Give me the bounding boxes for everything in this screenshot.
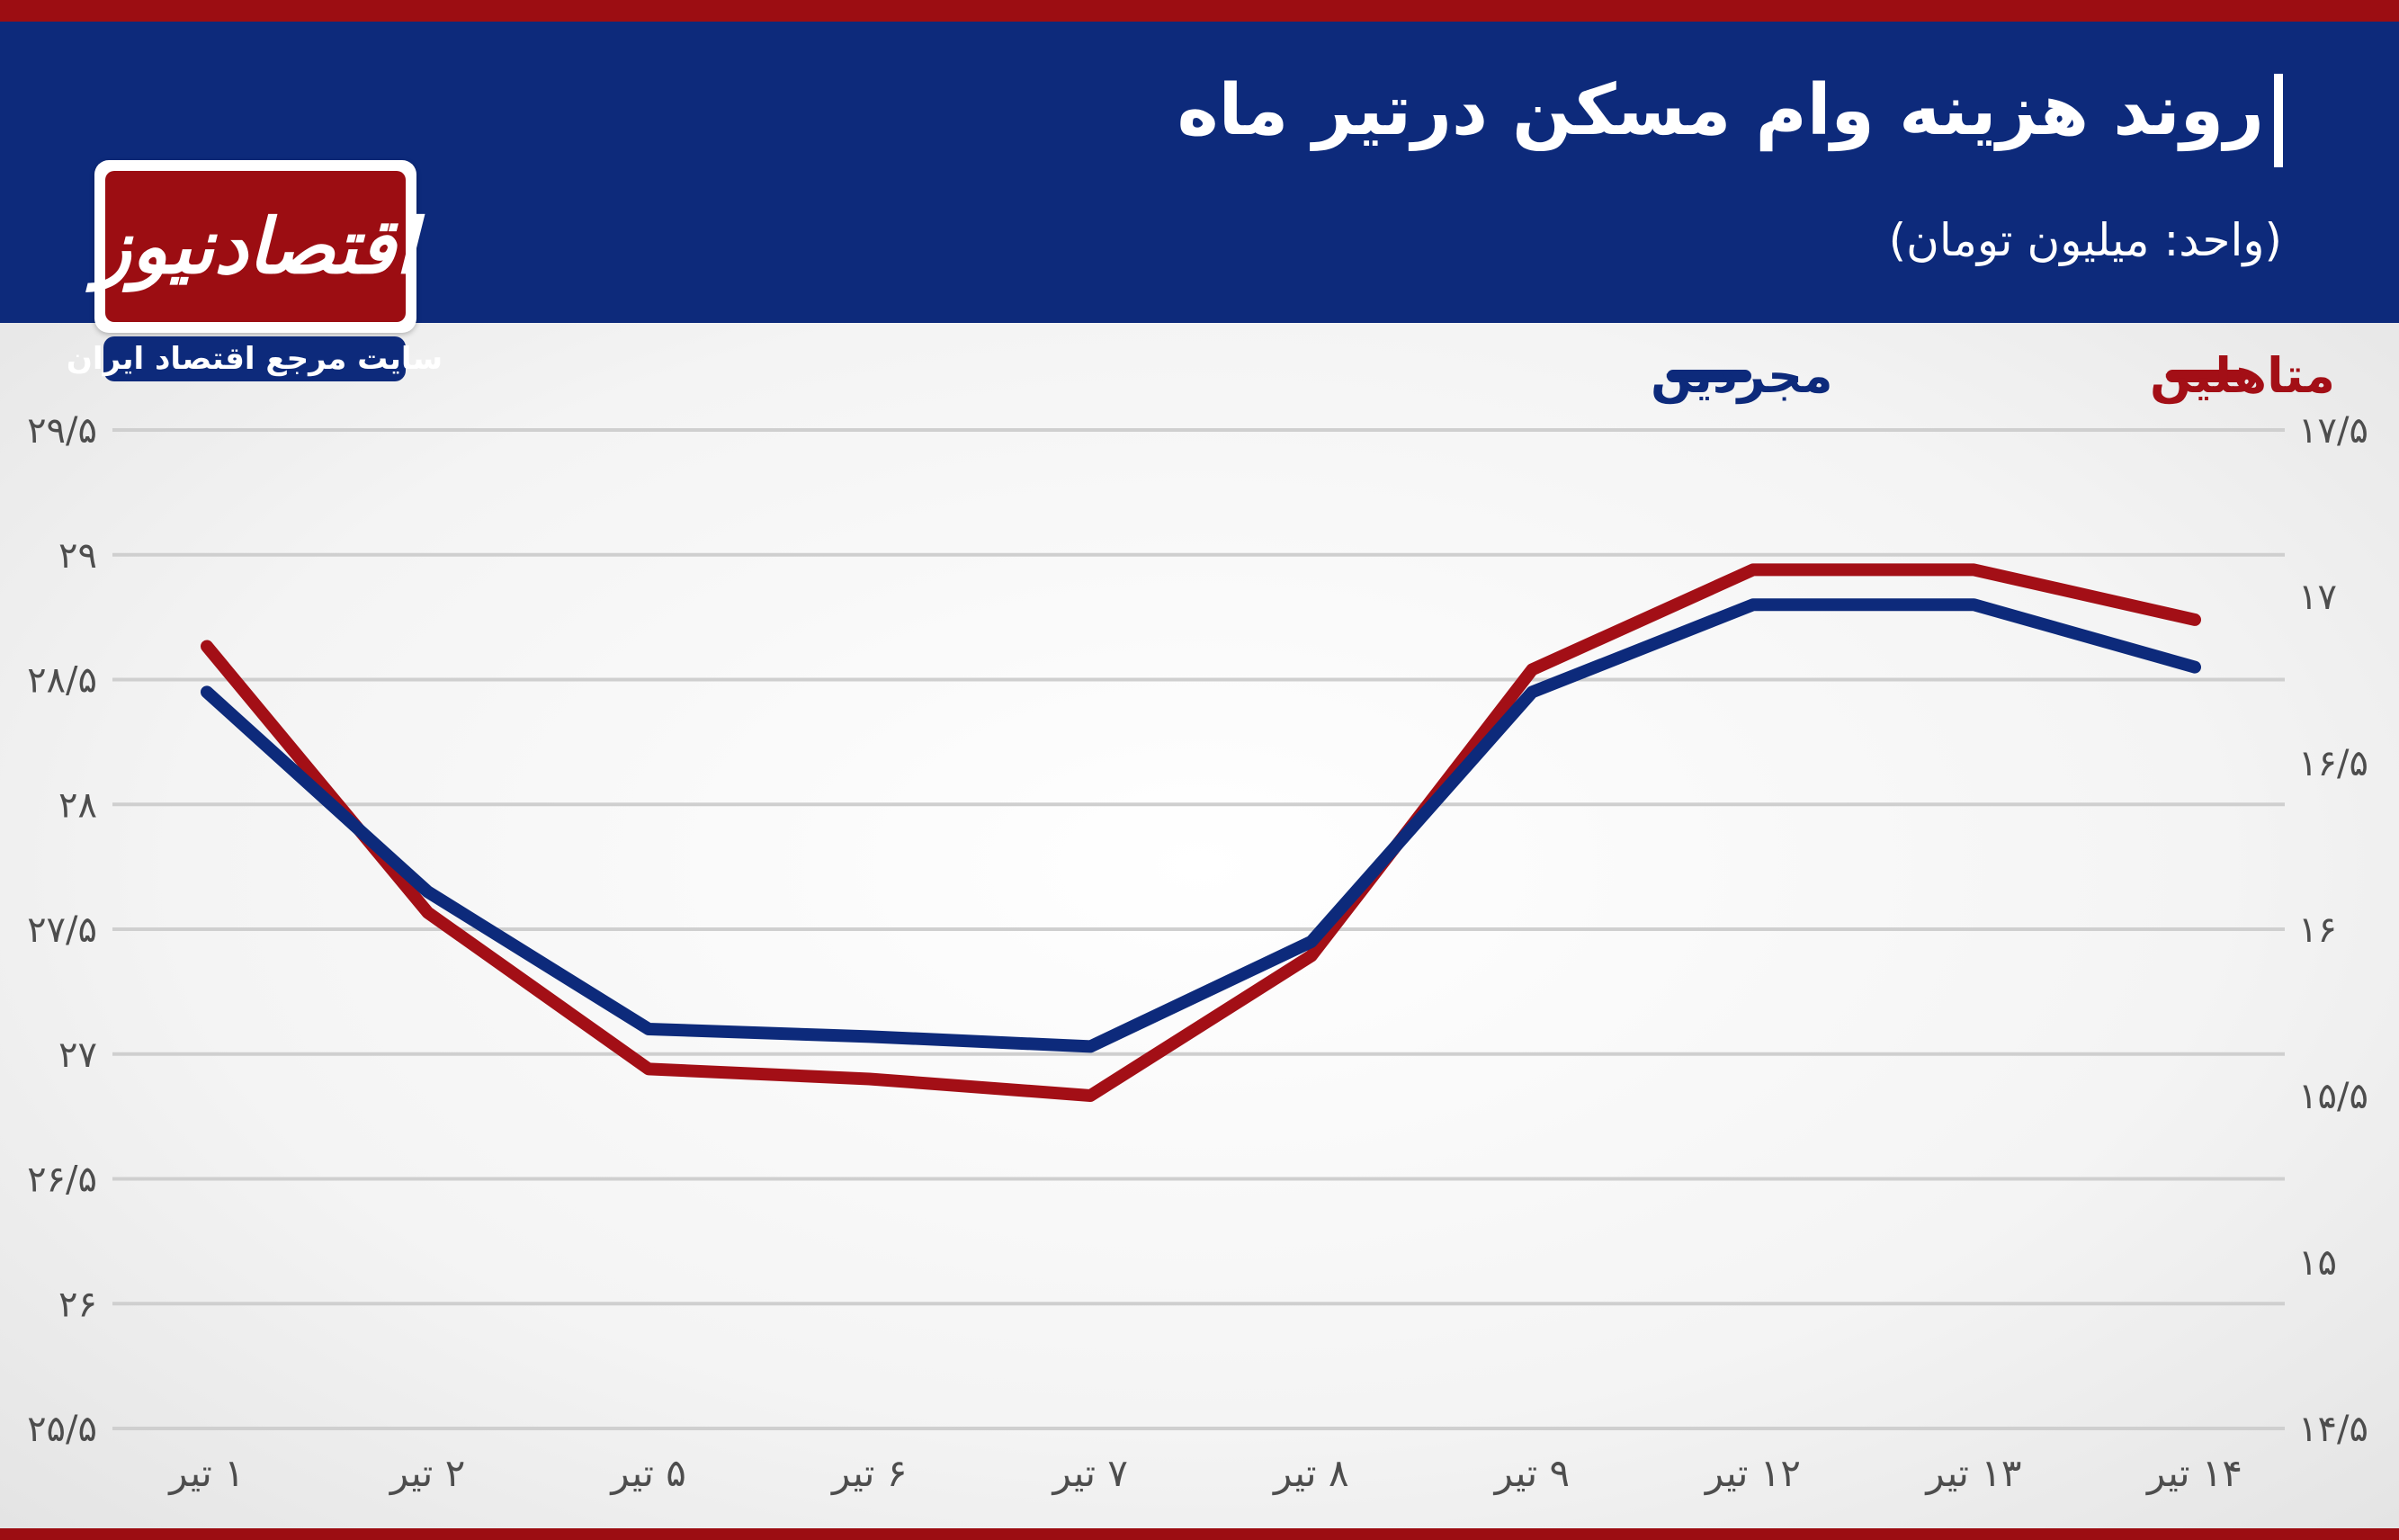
y-right-tick-label: ۱۷ [2298, 577, 2337, 618]
y-left-tick-label: ۲۸ [58, 784, 97, 826]
y-right-tick-label: ۱۴/۵ [2298, 1409, 2368, 1450]
y-right-tick-label: ۱۵ [2298, 1242, 2337, 1284]
x-tick-label: ۵ تیر [609, 1451, 685, 1495]
bottom-accent-strip [0, 1528, 2399, 1540]
x-tick-label: ۶ تیر [830, 1451, 907, 1495]
y-right-tick-label: ۱۶ [2298, 909, 2337, 951]
logo-text: اقتصادنیوز [94, 202, 416, 291]
logo: اقتصادنیوز [94, 160, 416, 333]
y-right-tick-label: ۱۵/۵ [2298, 1076, 2368, 1117]
y-right-tick-label: ۱۷/۵ [2298, 410, 2368, 452]
y-left-tick-label: ۲۵/۵ [27, 1409, 97, 1450]
logo-tagline: سایت مرجع اقتصاد ایران [67, 336, 443, 381]
y-left-tick-label: ۲۹/۵ [27, 410, 97, 452]
x-tick-label: ۱۳ تیر [1924, 1451, 2021, 1495]
legend-label-married: متاهلین [2150, 347, 2335, 404]
chart-subtitle: (واحد: میلیون تومان) [1888, 214, 2282, 266]
legend-label-single: مجردین [1651, 347, 1833, 404]
series-lines [201, 563, 2201, 1102]
y-left-tick-label: ۲۹ [58, 535, 97, 577]
x-tick-label: ۷ تیر [1051, 1451, 1127, 1495]
logo-box: اقتصادنیوز [94, 171, 416, 322]
legend: متاهلین مجردین [1651, 347, 2335, 404]
y-left-tick-label: ۲۸/۵ [27, 660, 97, 702]
x-tick-label: ۱۲ تیر [1704, 1451, 1801, 1495]
grid-lines [112, 428, 2285, 1430]
y-left-tick-label: ۲۷ [58, 1034, 97, 1076]
x-axis: ۱ تیر ۲ تیر ۵ تیر ۶ تیر ۷ تیر ۸ تیر ۹ تیر ۱۲ تی… [167, 1451, 2242, 1495]
y-left-tick-label: ۲۷/۵ [27, 909, 97, 951]
y-axis-left: ۲۵/۵ ۲۶ ۲۶/۵ ۲۷ ۲۷/۵ ۲۸ ۲۸/۵ ۲۹ ۲۹/۵ [27, 410, 97, 1450]
series-line-single [201, 598, 2201, 1053]
series-line-married [201, 563, 2201, 1102]
title-bar-decoration [2274, 74, 2283, 167]
chart-title: روند هزینه وام مسکن درتیر ماه [1177, 70, 2264, 151]
y-left-tick-label: ۲۶/۵ [27, 1159, 97, 1201]
x-tick-label: ۹ تیر [1493, 1451, 1570, 1495]
x-tick-label: ۱ تیر [167, 1451, 244, 1495]
x-tick-label: ۲ تیر [389, 1451, 465, 1495]
x-tick-label: ۱۴ تیر [2145, 1451, 2242, 1495]
x-tick-label: ۸ تیر [1272, 1451, 1348, 1495]
y-right-tick-label: ۱۶/۵ [2298, 743, 2368, 784]
y-left-tick-label: ۲۶ [58, 1284, 97, 1325]
plot-background [0, 323, 2399, 1528]
top-accent-strip [0, 0, 2399, 22]
y-axis-right: ۱۴/۵ ۱۵ ۱۵/۵ ۱۶ ۱۶/۵ ۱۷ ۱۷/۵ [2298, 410, 2368, 1450]
